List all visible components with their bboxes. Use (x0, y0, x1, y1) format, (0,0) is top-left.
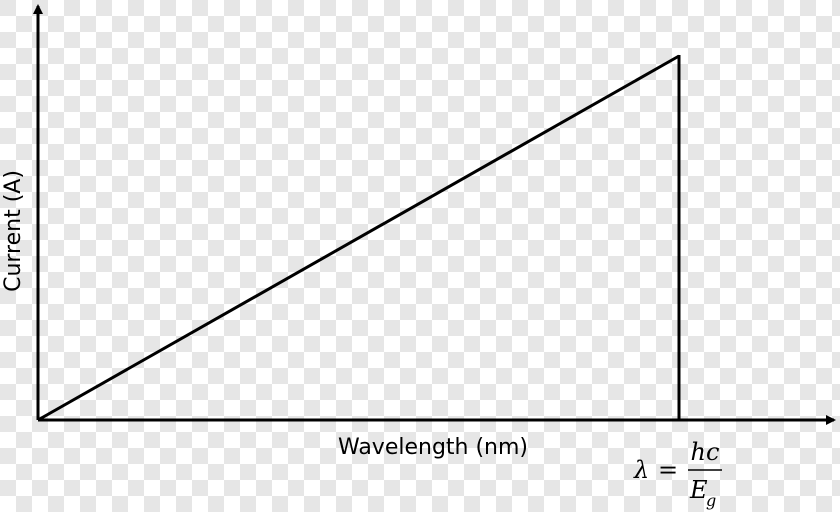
equals: = (658, 456, 678, 484)
numerator: hc (691, 438, 720, 466)
current-line (37, 54, 680, 422)
denominator-subscript: g (706, 491, 716, 510)
denominator: E (689, 476, 708, 504)
x-axis-label: Wavelength (nm) (338, 435, 528, 460)
y-axis-label: Current (A) (1, 170, 26, 292)
lambda: λ (633, 456, 649, 484)
